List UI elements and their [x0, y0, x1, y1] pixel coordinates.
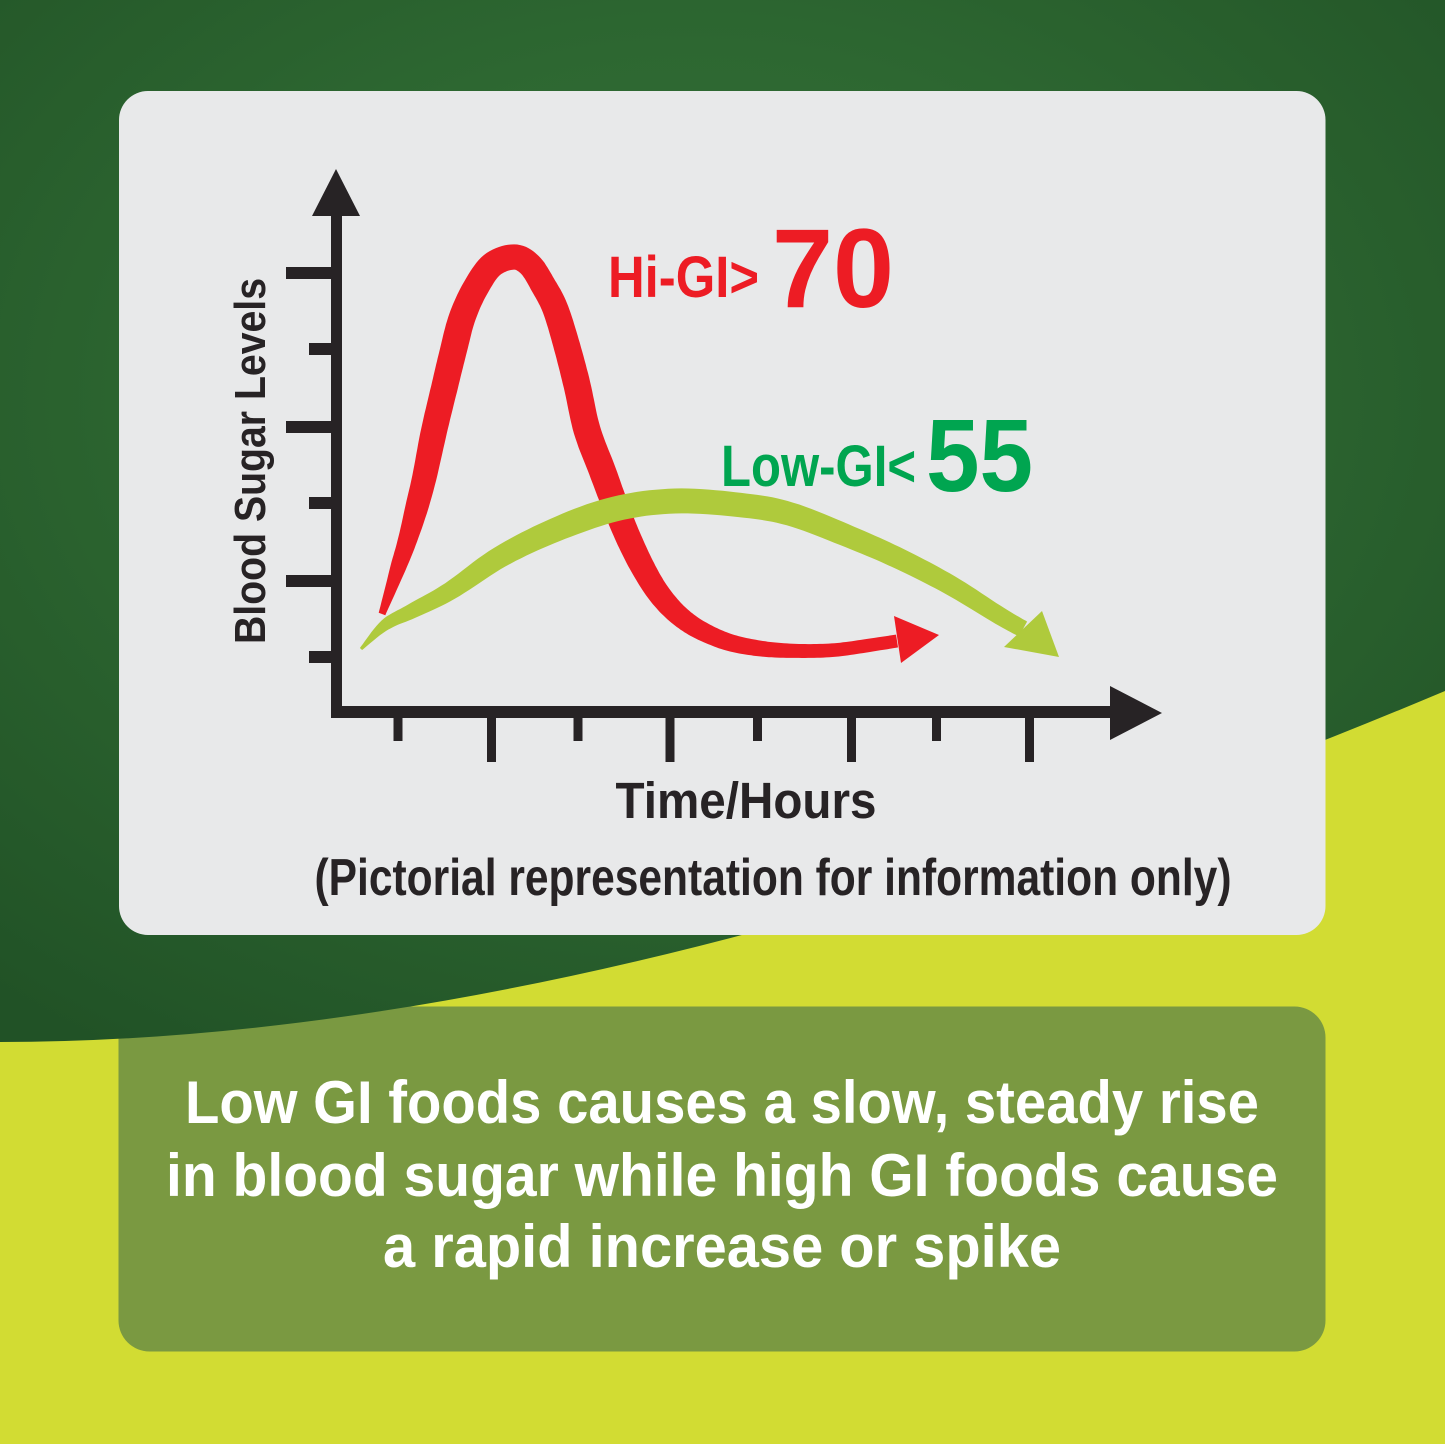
svg-text:(Pictorial representation for: (Pictorial representation for informatio…	[315, 849, 1232, 907]
svg-text:in blood sugar while high GI f: in blood sugar while high GI foods cause	[166, 1142, 1278, 1209]
svg-text:Low-GI<: Low-GI<	[721, 434, 916, 499]
svg-text:Hi-GI>: Hi-GI>	[608, 245, 759, 310]
svg-text:55: 55	[926, 398, 1033, 513]
svg-text:Low GI foods causes a slow, st: Low GI foods causes a slow, steady rise	[185, 1069, 1259, 1136]
svg-text:a rapid increase or spike: a rapid increase or spike	[383, 1213, 1061, 1280]
svg-text:Blood Sugar Levels: Blood Sugar Levels	[226, 278, 275, 644]
svg-text:70: 70	[772, 206, 894, 331]
svg-text:Time/Hours: Time/Hours	[616, 772, 877, 829]
